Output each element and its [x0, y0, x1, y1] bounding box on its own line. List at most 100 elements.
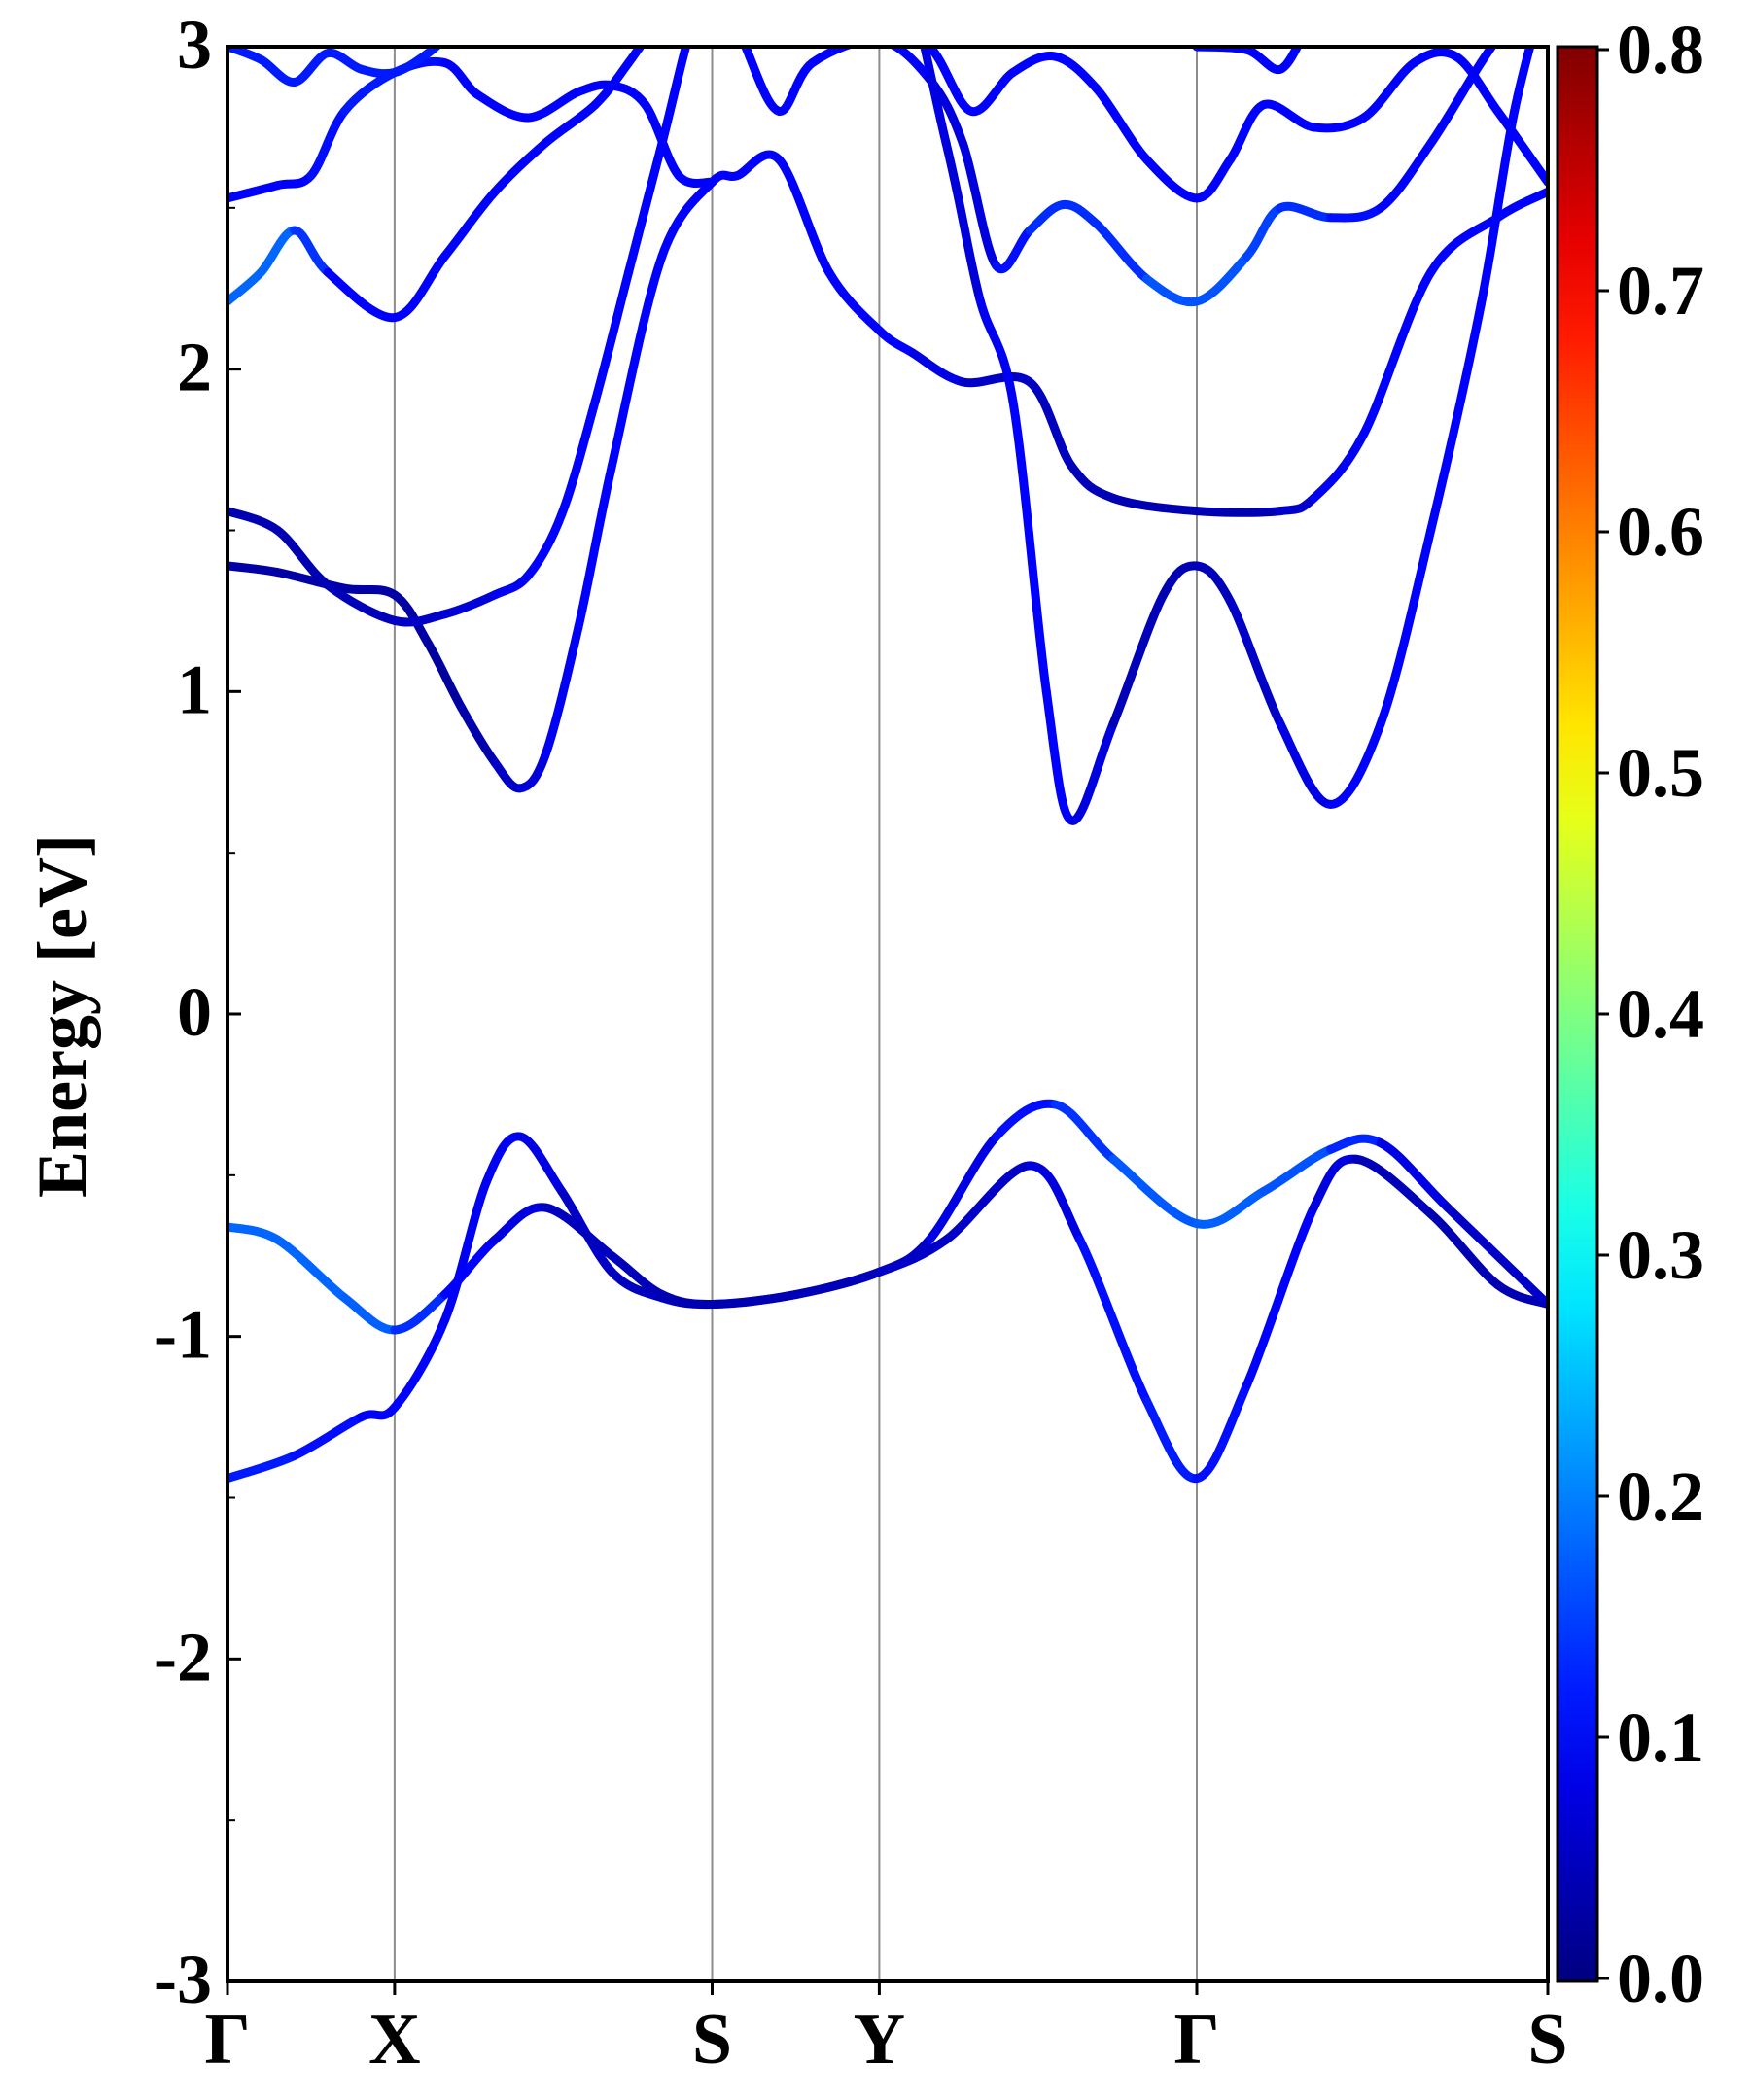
band-segment — [323, 267, 400, 323]
colorbar-tick-label: 0.0 — [1617, 1940, 1704, 2017]
band-segment — [339, 583, 400, 600]
band-10 — [1192, 47, 1303, 74]
band-segment — [228, 1451, 299, 1484]
band-segment — [273, 568, 349, 593]
band-segment — [439, 187, 500, 262]
band-3 — [228, 150, 1548, 793]
band-segment — [1492, 187, 1548, 223]
band-segment — [423, 639, 467, 713]
band-4 — [228, 0, 1535, 825]
band-segment — [1141, 155, 1202, 203]
colorbar-tick-label: 0.8 — [1617, 11, 1704, 88]
band-segment — [607, 81, 650, 110]
band-segment — [256, 54, 299, 87]
band-6 — [228, 56, 718, 203]
band-segment — [1409, 48, 1460, 68]
band-segment — [1025, 1161, 1085, 1244]
band-segment — [1108, 590, 1169, 728]
band-segment — [808, 47, 858, 68]
band-segment — [1276, 201, 1336, 223]
band-segment — [1259, 99, 1318, 132]
y-tick-label: -1 — [154, 1296, 212, 1374]
band-segment — [339, 68, 400, 116]
y-tick-label: -2 — [154, 1618, 212, 1696]
band-segment — [541, 100, 600, 148]
band-segment — [339, 1293, 400, 1335]
band-segment — [695, 0, 728, 15]
band-segment — [922, 47, 934, 52]
band-segment — [992, 1099, 1060, 1141]
band-segment — [1376, 526, 1436, 728]
band-segment — [323, 580, 400, 625]
band-segment — [1242, 203, 1285, 262]
band-segment — [290, 49, 332, 87]
band-segment — [992, 226, 1034, 274]
band-segment — [607, 1251, 667, 1300]
band-segment — [490, 757, 525, 793]
band-segment — [1192, 507, 1285, 517]
band-segment — [457, 703, 500, 767]
colorbar-tick-label: 0.3 — [1617, 1216, 1704, 1294]
band-segment — [1426, 299, 1486, 535]
band-series-group — [228, 0, 1548, 1484]
band-segment — [741, 47, 784, 116]
band-segment — [390, 252, 449, 323]
band-segment — [1276, 493, 1318, 516]
band-segment — [1309, 429, 1369, 503]
colorbar-gradient — [1556, 45, 1599, 1983]
band-segment — [1309, 1154, 1360, 1212]
band-segment — [657, 177, 718, 262]
band-7 — [228, 47, 443, 87]
band-segment — [1359, 58, 1418, 122]
colorbar-tick-label: 0.4 — [1617, 975, 1704, 1053]
band-segment — [774, 155, 834, 277]
y-tick-label: -3 — [154, 1941, 212, 2018]
band-segment — [439, 1176, 491, 1325]
band-segment — [490, 571, 533, 600]
band-segment — [1141, 1396, 1202, 1484]
band-segment — [423, 47, 443, 58]
band-segment — [228, 267, 265, 306]
band-segment — [1008, 52, 1060, 78]
band-segment — [439, 58, 483, 100]
band-segment — [390, 590, 433, 648]
colorbar-tick-label: 0.5 — [1617, 734, 1704, 812]
band-8 — [741, 47, 1497, 307]
band-segment — [657, 1290, 718, 1309]
band-segment — [1058, 200, 1102, 228]
band-segment — [1476, 47, 1497, 68]
band-segment — [1067, 719, 1118, 825]
band-segment — [390, 1315, 449, 1413]
band-segment — [1259, 1144, 1336, 1196]
band-segment — [1359, 267, 1436, 438]
band-segment — [674, 171, 718, 189]
band-segment — [228, 181, 283, 203]
band-segment — [390, 610, 449, 627]
band-segment — [323, 49, 367, 74]
colorbar-tick-label: 0.7 — [1617, 252, 1704, 330]
x-tick-label: Γ — [204, 2000, 250, 2080]
band-segment — [1242, 1203, 1318, 1389]
band-segment — [1192, 561, 1235, 606]
band-segment — [1326, 203, 1385, 223]
band-segment — [1276, 47, 1303, 74]
band-segment — [624, 47, 646, 68]
band-segment — [1192, 155, 1235, 203]
band-segment — [541, 622, 583, 761]
y-tick-label: 1 — [177, 650, 212, 728]
x-tick-label: Y — [854, 2000, 905, 2080]
band-segment — [228, 1222, 283, 1244]
band-segment — [523, 509, 567, 580]
band-segment — [1075, 1235, 1151, 1406]
band-segment — [1510, 47, 1535, 116]
band-segment — [732, 150, 784, 181]
band-segment — [523, 87, 583, 122]
colorbar-tick-label: 0.2 — [1617, 1457, 1704, 1535]
band-segment — [1225, 596, 1285, 728]
band-segment — [439, 590, 500, 619]
x-tick-label: S — [1527, 2000, 1567, 2080]
band-9 — [922, 47, 1548, 203]
band-segment — [1159, 561, 1202, 600]
